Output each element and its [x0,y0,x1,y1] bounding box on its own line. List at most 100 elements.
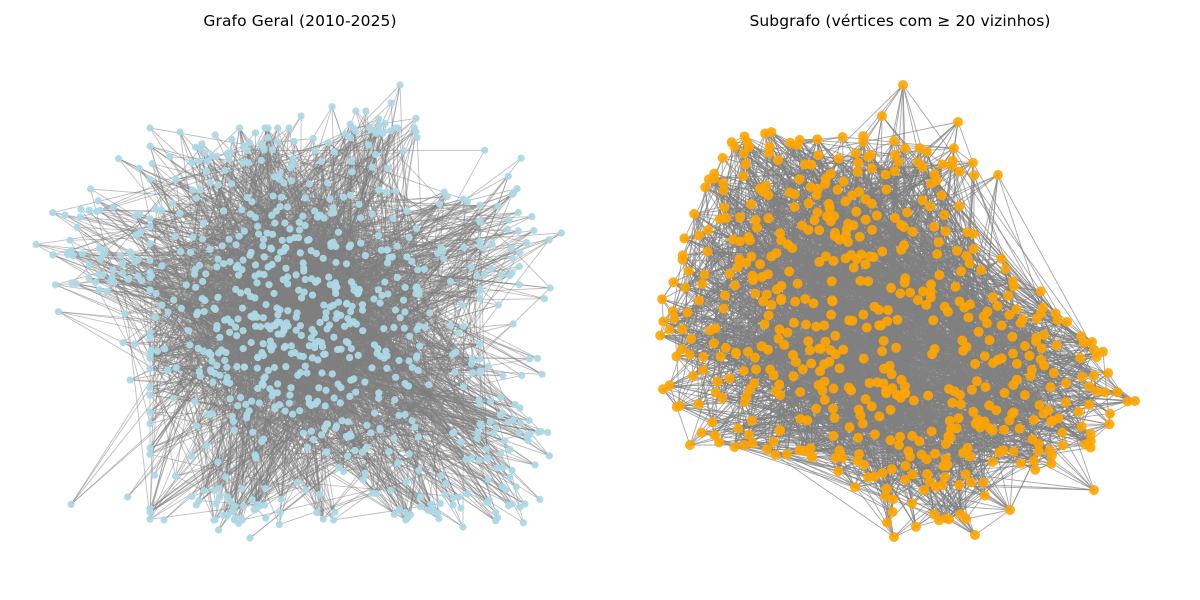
graph-node [503,225,511,233]
graph-node [525,416,533,425]
graph-edge [100,258,324,520]
graph-edge [218,383,339,531]
graph-node [508,269,516,277]
graph-node [192,283,200,291]
graph-node [232,285,240,293]
graph-node [426,309,434,317]
graph-node [213,325,221,333]
graph-node [315,490,324,498]
graph-node [194,308,202,316]
graph-edge [314,117,417,212]
graph-node [540,295,549,303]
graph-node [238,485,246,493]
graph-node [296,322,304,330]
graph-node [213,263,221,271]
graph-node [323,420,331,428]
graph-node [319,515,327,523]
graph-node [231,514,239,522]
graph-node [51,281,60,289]
graph-node [375,122,383,130]
graph-edge [429,394,536,466]
graph-node [146,334,154,342]
graph-node [161,345,169,353]
graph-node [522,239,531,247]
graph-node [199,277,207,286]
subgraph-network [655,80,1140,542]
graph-edge [429,394,502,454]
graph-node [211,131,219,139]
graph-node [304,443,312,451]
graph-node [439,247,447,255]
graph-node [382,188,391,196]
graph-edge [118,158,346,266]
graph-node [413,134,421,142]
graph-node [336,399,344,407]
graph-node [252,322,260,330]
graph-node [487,398,495,406]
graph-edge [260,138,314,145]
graph-node [515,429,523,437]
graph-node [297,112,305,120]
graph-node [375,389,383,397]
graph-node [191,398,199,406]
graph-node [254,354,262,362]
graph-node [267,346,275,354]
graph-node [425,381,433,389]
graph-node [322,448,330,456]
graph-node [164,308,172,316]
graph-node [252,454,260,462]
graph-node [240,227,248,235]
graph-node [233,332,241,340]
graph-node [332,422,341,430]
graph-edge [184,287,551,306]
graph-node [287,342,295,350]
graph-node [405,233,413,242]
graph-node [279,276,287,284]
graph-node [146,256,154,264]
graph-node [394,459,402,467]
graph-node [401,308,409,316]
graph-node [276,318,284,326]
graph-node [223,363,231,371]
graph-node [476,217,484,225]
graph-node [333,310,341,318]
graph-node [235,232,243,240]
graph-node [297,294,306,302]
graph-node [239,327,247,335]
graph-node [259,381,267,389]
graph-node [94,270,103,278]
graph-edge [379,339,464,528]
graph-node [508,500,516,508]
graph-node [248,496,256,504]
graph-node [324,139,332,147]
graph-node [328,103,336,111]
graph-node [347,432,355,440]
graph-node [200,487,208,495]
graph-node [454,329,462,337]
graph-node [321,350,329,358]
graph-node [253,279,261,287]
graph-edge [429,394,513,505]
graph-node [188,159,196,167]
graph-node [261,484,269,493]
graph-node [396,81,404,89]
graph-node [135,164,143,172]
graph-node [447,322,455,330]
graph-node [343,300,351,308]
graph-edge [151,163,186,306]
graph-node [370,295,378,303]
graph-node [313,508,321,517]
graph-node [499,372,507,380]
graph-node [458,301,466,309]
graph-node [342,338,350,346]
graph-node [248,397,256,405]
graph-node [254,384,262,392]
graph-node [172,176,180,184]
graph-node [449,501,457,509]
graph-node [281,219,289,227]
graph-edge [245,127,415,405]
graph-node [557,229,566,237]
graph-node [213,361,221,370]
graph-node [296,352,304,360]
graph-node [238,266,246,274]
